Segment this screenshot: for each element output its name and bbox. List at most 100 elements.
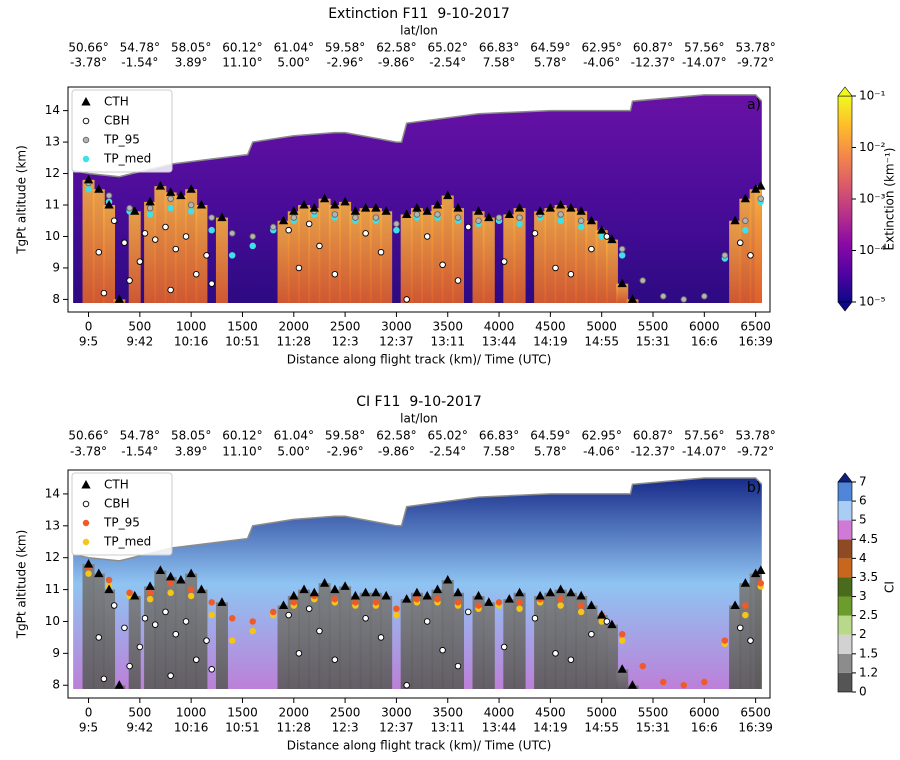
marker-cbh [110,217,118,224]
colorbar-tick-label: 4 [859,551,867,565]
x-time-label: 13:44 [482,721,517,735]
marker-tp-95 [454,214,462,221]
x-tick-label: 500 [128,320,151,334]
marker-cth [443,190,453,200]
marker-tp-95 [105,192,113,199]
y-tick-label: 12 [45,550,60,564]
marker-cth [340,581,350,590]
top-lon-label: -12.37° [631,445,676,459]
top-lat-label: 62.95° [582,429,622,443]
marker-tp-95 [701,293,708,300]
marker-cth [155,565,166,574]
y-axis-label: TgPt altitude (km) [15,145,29,255]
cloud-column [554,205,567,303]
cloud-column [585,220,598,303]
marker-cbh [377,248,385,256]
colorbar-tick-label: 10⁻³ [859,192,886,206]
marker-cbh [439,646,446,654]
marker-tp-95 [167,579,174,587]
marker-tp-95 [393,605,400,612]
top-lat-label: 66.83° [479,429,519,443]
marker-tp-95 [557,595,564,603]
marker-tp-med [557,217,564,224]
marker-cbh [747,637,754,644]
marker-tp-95 [187,201,195,209]
marker-cbh [531,230,539,237]
marker-cth [289,206,299,215]
cloud-column [195,589,208,689]
legend-label: CTH [104,478,129,492]
top-lat-label: 53.78° [735,41,775,55]
top-lon-label: -12.37° [631,56,676,70]
cloud-column [298,205,311,303]
colorbar-tick-label: 3 [859,589,867,603]
marker-tp-95 [639,662,646,670]
cloud-column [103,589,116,689]
colorbar-tick-label: 4.5 [859,532,878,546]
marker-cbh [331,656,339,663]
marker-cth [319,193,330,203]
marker-cth [309,203,319,212]
marker-cbh [162,223,169,231]
top-lon-label: 3.89° [175,56,208,70]
marker-tp-95 [742,602,749,609]
marker-cth [360,203,371,212]
cloud-column [616,283,629,303]
marker-cbh [603,233,611,240]
x-time-label: 16:6 [691,335,718,349]
top-lon-label: -4.06° [583,445,620,459]
marker-tp-95 [495,214,503,221]
cloud-column [92,573,105,689]
marker-cbh [167,672,174,679]
marker-cbh [552,650,559,657]
colorbar-segment [838,558,852,578]
marker-cth [145,581,155,590]
marker-tp-med [249,242,256,250]
marker-cth [145,196,155,206]
marker-tp-95 [331,211,339,218]
colorbar-tick-label: 0 [859,685,867,699]
marker-cth [422,206,432,215]
x-time-label: 14:55 [584,335,619,349]
y-tick-label: 9 [52,646,60,660]
top-lat-label: 60.87° [633,41,673,55]
marker-cth [402,594,412,603]
marker-tp-95 [721,637,729,644]
top-lat-label: 66.83° [479,41,519,55]
cloud-column [544,592,557,689]
cloud-column [128,211,141,303]
marker-cbh [126,277,133,284]
top-lon-label: -9.72° [737,445,774,459]
top-lon-label: 5.00° [277,445,310,459]
marker-tp-med [208,611,215,619]
marker-cth [627,294,638,303]
cloud-column [400,214,413,303]
marker-tp-95 [516,599,523,606]
marker-cth [576,206,586,215]
marker-tp-95 [454,599,462,606]
x-time-label: 13:44 [482,335,517,349]
x-time-label: 12:3 [332,335,359,349]
marker-cbh [465,608,472,616]
marker-cbh [136,643,144,651]
marker-cth [740,578,751,587]
colorbar-tick-label: 3.5 [859,570,878,584]
marker-cbh [167,286,174,294]
y-tick-label: 10 [45,229,60,243]
top-lon-label: -2.54° [429,56,466,70]
colorbar-segment [838,520,852,540]
marker-tp-95 [618,245,626,253]
marker-cth [402,209,412,218]
top-lat-label: 64.59° [530,429,570,443]
marker-cbh [182,618,190,625]
top-line [72,477,763,562]
marker-cbh [331,270,339,278]
marker-cth [566,203,576,212]
marker-cth [176,190,186,200]
cloud-column [82,564,95,689]
x-time-label: 13:11 [430,721,465,735]
y-tick-label: 9 [52,260,60,274]
marker-cbh [121,624,128,632]
top-axis-label: lat/lon [400,412,438,426]
x-tick-label: 2500 [330,320,361,334]
